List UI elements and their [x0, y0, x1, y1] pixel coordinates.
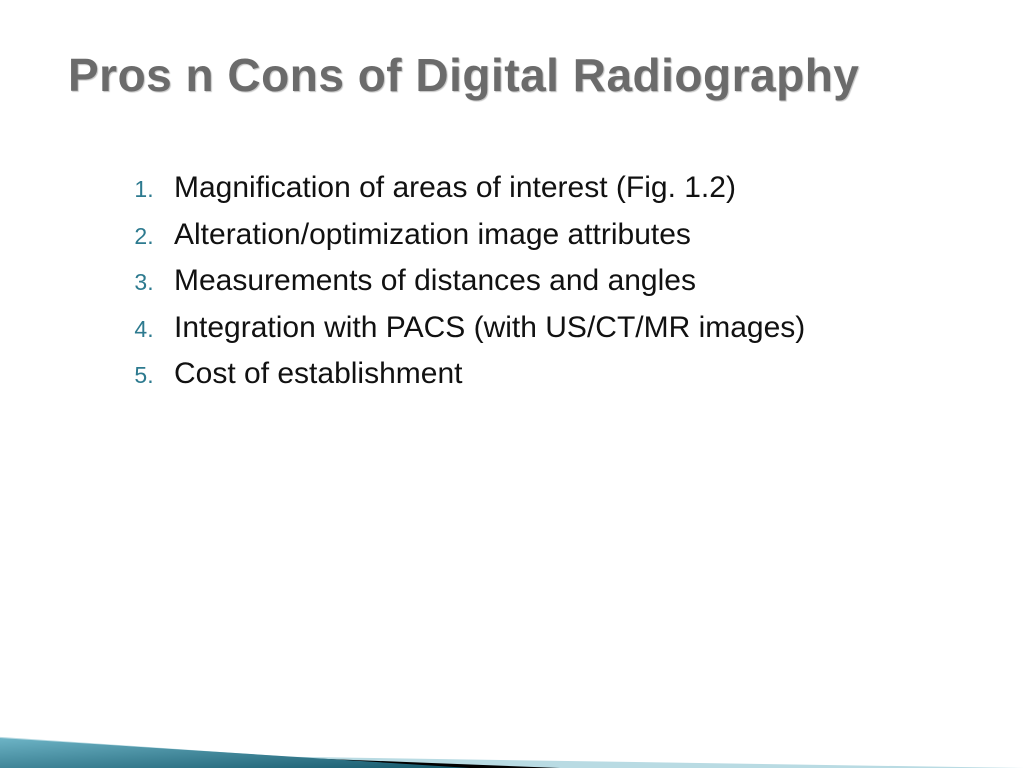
deco-triangle-light — [0, 737, 1024, 768]
list-text: Integration with PACS (with US/CT/MR ima… — [174, 308, 805, 349]
deco-triangle-teal — [0, 738, 470, 768]
list-item: 5. Cost of establishment — [120, 354, 944, 395]
list-marker: 5. — [120, 362, 174, 389]
slide: Pros n Cons of Digital Radiography 1. Ma… — [0, 0, 1024, 768]
list-text: Cost of establishment — [174, 354, 462, 395]
list-text: Alteration/optimization image attributes — [174, 215, 691, 256]
list-marker: 2. — [120, 223, 174, 250]
slide-title: Pros n Cons of Digital Radiography — [68, 48, 859, 102]
list-item: 4. Integration with PACS (with US/CT/MR … — [120, 308, 944, 349]
deco-triangle-black — [0, 746, 560, 768]
corner-decoration — [0, 588, 1024, 768]
slide-body: 1. Magnification of areas of interest (F… — [120, 168, 944, 401]
list-item: 2. Alteration/optimization image attribu… — [120, 215, 944, 256]
list-text: Measurements of distances and angles — [174, 261, 696, 302]
list-marker: 1. — [120, 176, 174, 203]
list-marker: 3. — [120, 269, 174, 296]
list-text: Magnification of areas of interest (Fig.… — [174, 168, 736, 209]
list-marker: 4. — [120, 316, 174, 343]
list-item: 3. Measurements of distances and angles — [120, 261, 944, 302]
list-item: 1. Magnification of areas of interest (F… — [120, 168, 944, 209]
